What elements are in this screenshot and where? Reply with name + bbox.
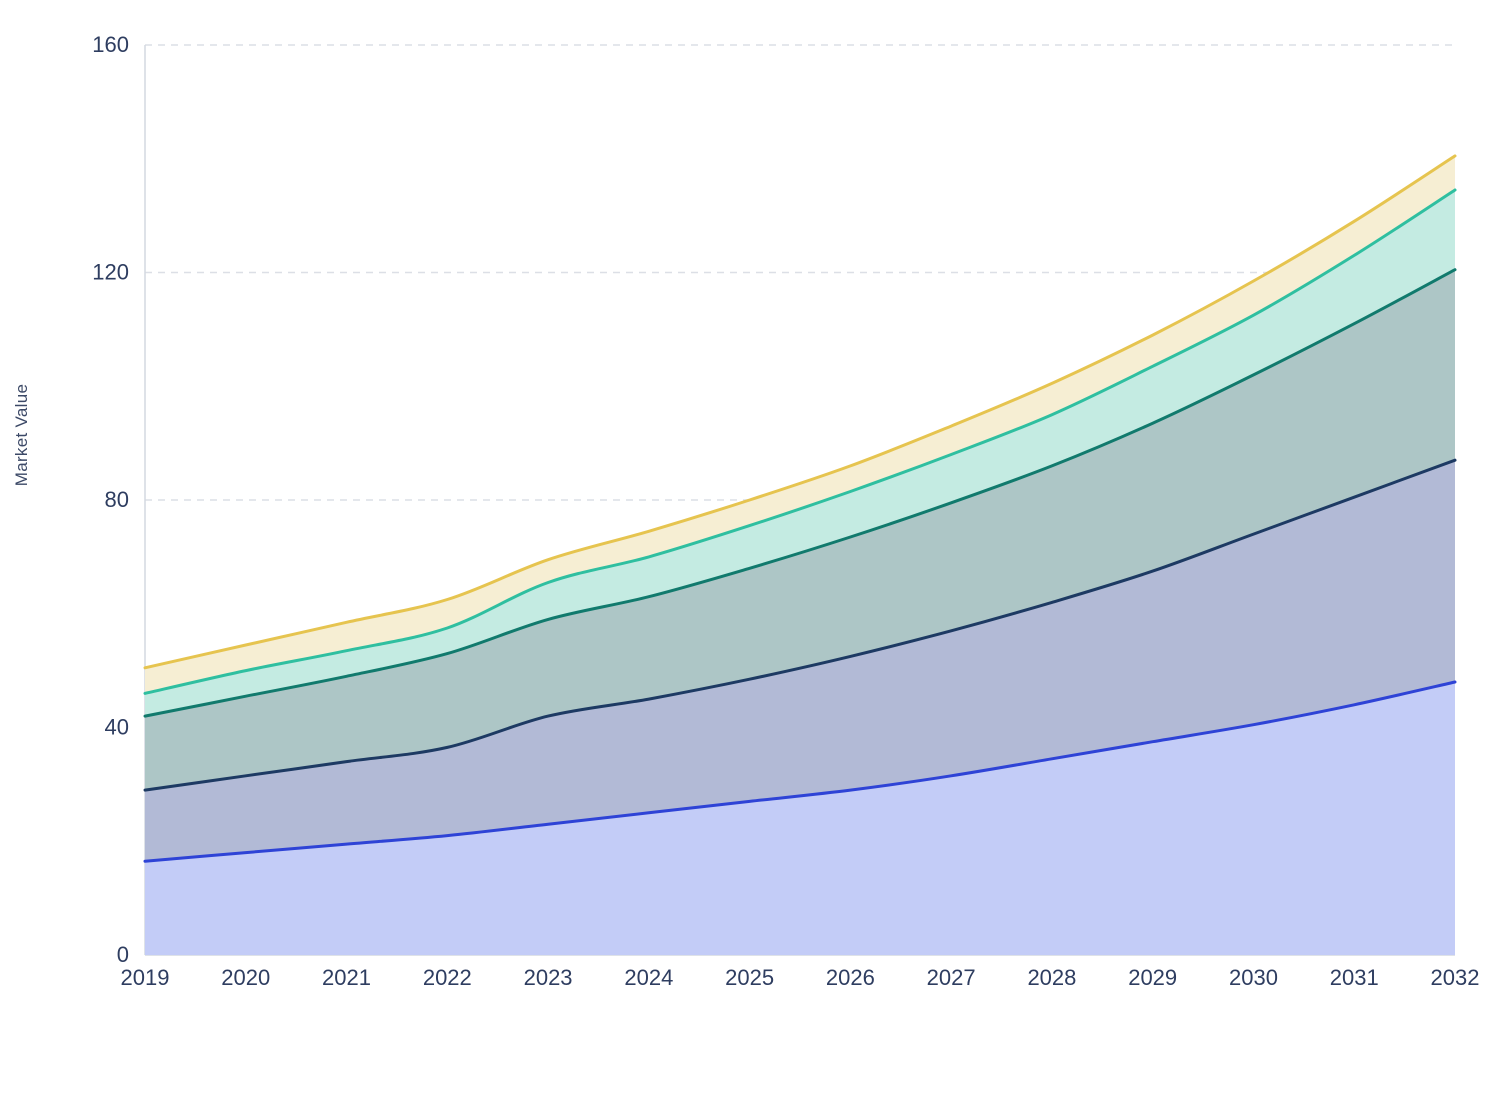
area-band-series-dark-teal: [145, 269, 1455, 791]
line-series-gold: [143, 154, 1457, 670]
line-series-mint-teal: [143, 188, 1457, 695]
x-tick-label-2021: 2021: [322, 965, 371, 990]
x-tick-label-2029: 2029: [1128, 965, 1177, 990]
x-tick-label-2026: 2026: [826, 965, 875, 990]
x-tick-label-2027: 2027: [927, 965, 976, 990]
x-tick-label-2020: 2020: [221, 965, 270, 990]
area-band-series-blue: [145, 682, 1455, 955]
x-tick-label-2031: 2031: [1330, 965, 1379, 990]
x-tick-label-2028: 2028: [1027, 965, 1076, 990]
x-tick-label-2024: 2024: [624, 965, 673, 990]
x-tick-label-2030: 2030: [1229, 965, 1278, 990]
y-axis-title: Market Value: [12, 383, 31, 487]
x-tick-label-2022: 2022: [423, 965, 472, 990]
x-tick-label-2025: 2025: [725, 965, 774, 990]
y-tick-label-40: 40: [105, 715, 129, 740]
x-tick-label-2019: 2019: [121, 965, 170, 990]
y-tick-label-0: 0: [117, 942, 129, 967]
area-band-series-navy: [145, 460, 1455, 862]
y-tick-label-80: 80: [105, 487, 129, 512]
line-series-blue: [143, 680, 1457, 863]
y-tick-label-160: 160: [92, 32, 129, 57]
y-tick-label-120: 120: [92, 260, 129, 285]
x-tick-label-2032: 2032: [1431, 965, 1480, 990]
line-series-navy: [143, 458, 1457, 792]
line-series-dark-teal: [143, 268, 1457, 718]
x-tick-label-2023: 2023: [524, 965, 573, 990]
